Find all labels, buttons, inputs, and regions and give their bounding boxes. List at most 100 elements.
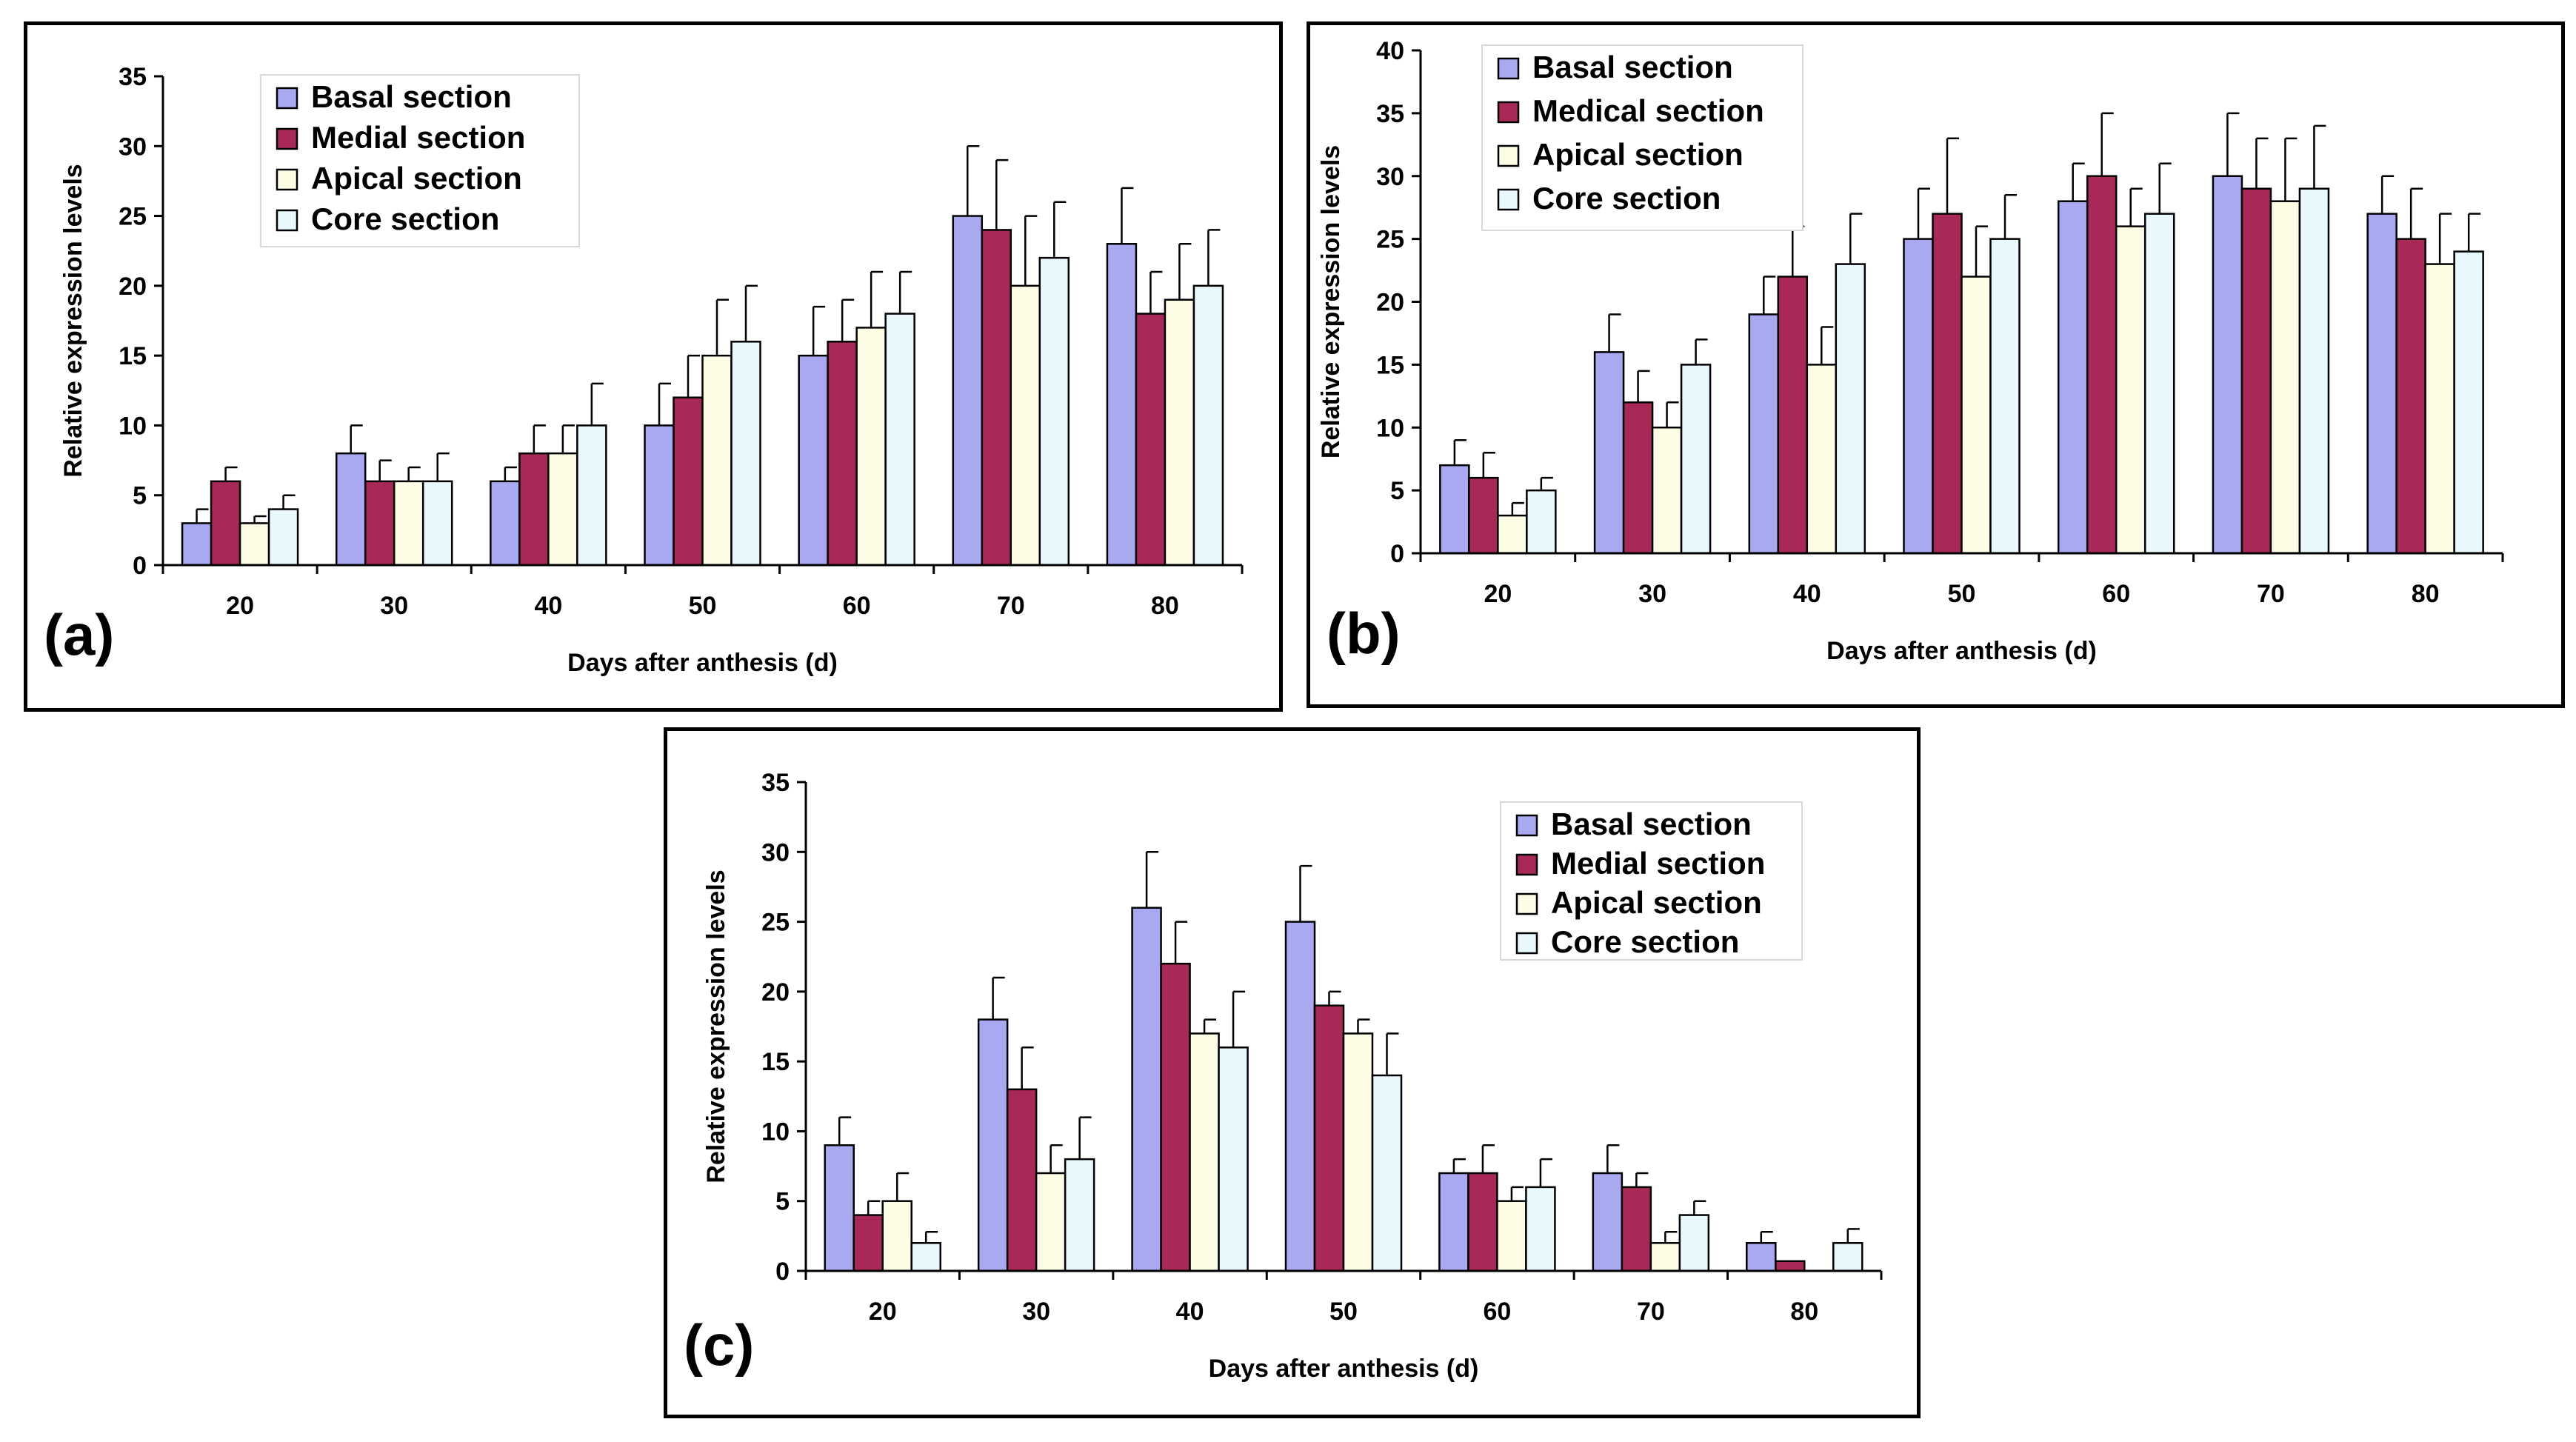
legend-entry: Medial section (1551, 846, 1765, 881)
bar (644, 424, 675, 567)
bar (1189, 1032, 1220, 1272)
bar (2086, 175, 2118, 555)
bar (1932, 213, 1963, 555)
bar (673, 396, 704, 567)
legend-swatch (276, 87, 298, 110)
bar (1438, 1172, 1469, 1272)
bar (1651, 427, 1683, 555)
legend: Basal section Medical section Apical secti… (1481, 44, 1803, 231)
bar (2366, 213, 2398, 555)
legend-entry: Basal section (1532, 50, 1733, 84)
y-tick-label: 25 (1376, 226, 1404, 254)
bar (1496, 1200, 1527, 1272)
chart-a-svg: 0 5 10 15 20 25 30 35 20 30 40 50 60 70 80 Days after a… (59, 63, 1244, 677)
legend-swatch (1515, 892, 1538, 915)
bar (1678, 1214, 1710, 1272)
x-tick-label: 70 (1637, 1298, 1665, 1326)
x-tick-label: 60 (2102, 580, 2130, 608)
bar (490, 480, 521, 567)
y-tick-label: 10 (761, 1118, 790, 1146)
bar (1160, 962, 1191, 1272)
bar (2269, 200, 2301, 555)
y-tick-label: 35 (119, 63, 147, 91)
bar (2298, 187, 2330, 555)
x-tick-label: 70 (2257, 580, 2285, 608)
bar (1439, 464, 1470, 555)
legend-swatch (1515, 932, 1538, 955)
x-axis-title: Days after anthesis (d) (1826, 637, 2097, 665)
legend-box (1481, 44, 1803, 231)
bar (2212, 175, 2243, 555)
y-tick-label: 5 (775, 1188, 790, 1216)
panel-label-c: (c) (684, 1312, 755, 1378)
x-tick-label: 20 (869, 1298, 897, 1326)
bar (1593, 351, 1625, 555)
legend-swatch (276, 127, 298, 150)
bar (798, 354, 829, 567)
legend-swatch (1497, 101, 1520, 124)
x-tick-label: 40 (1793, 580, 1821, 608)
bar (1342, 1032, 1374, 1272)
x-tick-label: 50 (689, 592, 717, 620)
x-tick-label: 30 (1638, 580, 1666, 608)
legend-entry: Medial section (311, 120, 525, 155)
bar (1806, 364, 1838, 555)
y-axis-title: Relative expression levels (702, 869, 730, 1183)
chart-panel-b: 0 5 10 15 20 25 30 35 40 20 30 40 50 60 70 80 Days after… (1307, 21, 2565, 708)
bar (1467, 1172, 1498, 1272)
bar (1135, 313, 1167, 567)
legend: Basal section Medial section Apical sectio… (260, 74, 580, 247)
bar (421, 480, 453, 567)
x-tick-label: 80 (2412, 580, 2440, 608)
chart-c-svg: 0 5 10 15 20 25 30 35 20 30 40 50 60 70 80 Days after a… (702, 769, 1883, 1383)
panel-label-a: (a) (44, 602, 115, 667)
y-tick-label: 30 (1376, 163, 1404, 191)
bar (952, 215, 984, 567)
bar (2395, 238, 2426, 555)
bar (884, 313, 915, 567)
bar (1746, 1242, 1777, 1272)
bar (977, 1018, 1009, 1272)
y-tick-label: 35 (761, 769, 790, 797)
legend-entry: Basal section (311, 79, 512, 114)
bar (824, 1144, 855, 1272)
bar (1775, 1260, 1806, 1272)
bar (2240, 187, 2272, 555)
x-tick-label: 80 (1151, 592, 1179, 620)
x-tick-label: 70 (997, 592, 1025, 620)
legend-box (1500, 801, 1803, 961)
bar (1010, 284, 1041, 567)
bar (2143, 213, 2175, 555)
bar (238, 522, 270, 567)
y-tick-label: 20 (761, 978, 790, 1007)
bar (881, 1200, 912, 1272)
y-tick-label: 35 (1376, 100, 1404, 128)
bar (730, 341, 761, 567)
bar (1832, 1242, 1863, 1272)
legend: Basal section Medial section Apical sectio… (1500, 801, 1803, 961)
bar (827, 341, 858, 567)
y-tick-label: 20 (1376, 289, 1404, 317)
y-tick-label: 0 (133, 552, 147, 580)
bar (981, 229, 1012, 567)
bar (547, 452, 578, 567)
bar (1064, 1158, 1095, 1272)
bar (1006, 1088, 1038, 1272)
x-tick-label: 50 (1329, 1298, 1358, 1326)
x-tick-label: 40 (534, 592, 562, 620)
bar (1592, 1172, 1624, 1272)
bar (2453, 250, 2484, 555)
y-axis-title: Relative expression levels (59, 164, 87, 477)
bar (910, 1242, 941, 1272)
x-tick-label: 30 (380, 592, 408, 620)
bar (701, 354, 733, 567)
bar (1218, 1047, 1249, 1272)
bar (1284, 921, 1316, 1272)
y-tick-label: 5 (133, 482, 147, 510)
legend-entry: Core section (1551, 924, 1739, 959)
legend-swatch (276, 209, 298, 232)
legend-swatch (1515, 853, 1538, 876)
x-tick-label: 40 (1176, 1298, 1204, 1326)
bar (1989, 238, 2021, 555)
legend-swatch (1497, 57, 1520, 80)
